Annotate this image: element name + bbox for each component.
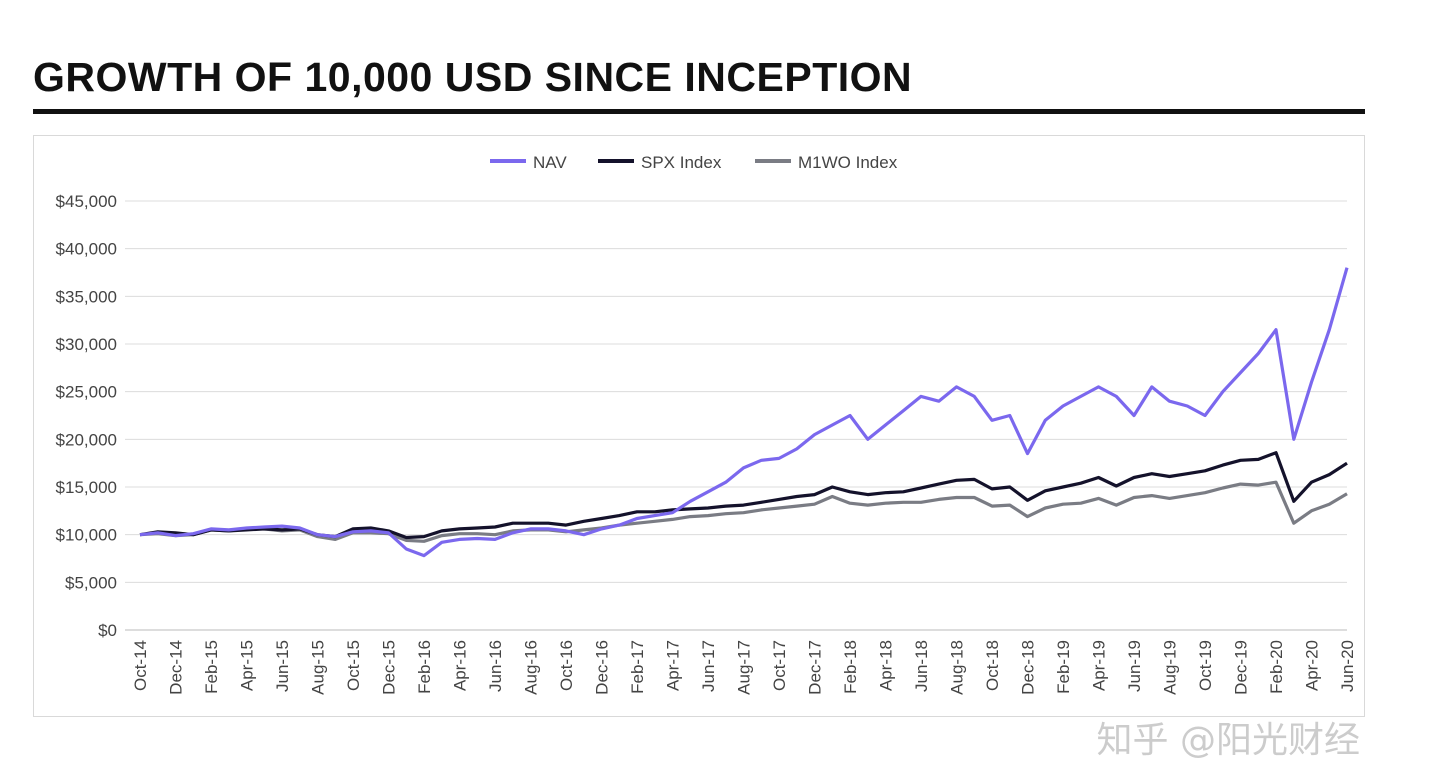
x-tick-label: Feb-16: [415, 640, 434, 694]
x-tick-label: Jun-20: [1338, 640, 1357, 692]
y-tick-label: $15,000: [56, 478, 117, 497]
x-tick-label: Aug-17: [735, 640, 754, 695]
legend-label: M1WO Index: [798, 153, 898, 172]
y-tick-label: $5,000: [65, 573, 117, 592]
series-line-spx-index: [139, 451, 1348, 540]
x-tick-label: Jun-18: [912, 640, 931, 692]
x-tick-label: Oct-16: [557, 640, 576, 691]
x-tick-label: Apr-17: [664, 640, 683, 691]
x-tick-label: Feb-19: [1054, 640, 1073, 694]
x-tick-label: Aug-19: [1161, 640, 1180, 695]
x-tick-label: Apr-16: [451, 640, 470, 691]
x-tick-label: Oct-17: [770, 640, 789, 691]
series-line-m1wo-index: [139, 480, 1348, 543]
x-tick-label: Feb-15: [202, 640, 221, 694]
x-tick-label: Oct-14: [131, 640, 150, 691]
x-tick-label: Apr-20: [1303, 640, 1322, 691]
y-tick-label: $0: [98, 621, 117, 640]
series-line-nav: [139, 267, 1349, 558]
x-tick-label: Dec-19: [1232, 640, 1251, 695]
watermark: 知乎 @阳光财经: [1097, 720, 1360, 758]
x-tick-label: Aug-16: [522, 640, 541, 695]
x-tick-label: Apr-15: [238, 640, 257, 691]
x-tick-label: Jun-15: [273, 640, 292, 692]
x-tick-label: Jun-17: [699, 640, 718, 692]
x-tick-label: Feb-18: [841, 640, 860, 694]
x-tick-label: Feb-20: [1267, 640, 1286, 694]
y-tick-label: $30,000: [56, 335, 117, 354]
x-tick-label: Apr-18: [877, 640, 896, 691]
x-tick-label: Oct-19: [1196, 640, 1215, 691]
x-tick-label: Apr-19: [1090, 640, 1109, 691]
x-tick-label: Oct-18: [983, 640, 1002, 691]
x-tick-label: Dec-16: [593, 640, 612, 695]
y-tick-label: $45,000: [56, 192, 117, 211]
y-tick-label: $10,000: [56, 526, 117, 545]
x-tick-label: Dec-15: [380, 640, 399, 695]
chart-title: GROWTH OF 10,000 USD SINCE INCEPTION: [33, 54, 913, 100]
x-tick-label: Dec-17: [806, 640, 825, 695]
legend-label: NAV: [533, 153, 567, 172]
y-tick-label: $20,000: [56, 430, 117, 449]
x-tick-label: Dec-14: [167, 640, 186, 695]
y-tick-label: $25,000: [56, 383, 117, 402]
title-underline: [33, 109, 1365, 114]
x-tick-label: Jun-19: [1125, 640, 1144, 692]
legend-label: SPX Index: [641, 153, 722, 172]
chart-frame: [33, 135, 1365, 717]
x-tick-label: Feb-17: [628, 640, 647, 694]
x-tick-label: Jun-16: [486, 640, 505, 692]
y-tick-label: $40,000: [56, 240, 117, 259]
x-tick-label: Aug-15: [309, 640, 328, 695]
x-tick-label: Oct-15: [344, 640, 363, 691]
y-tick-label: $35,000: [56, 287, 117, 306]
x-tick-label: Dec-18: [1019, 640, 1038, 695]
x-tick-label: Aug-18: [948, 640, 967, 695]
